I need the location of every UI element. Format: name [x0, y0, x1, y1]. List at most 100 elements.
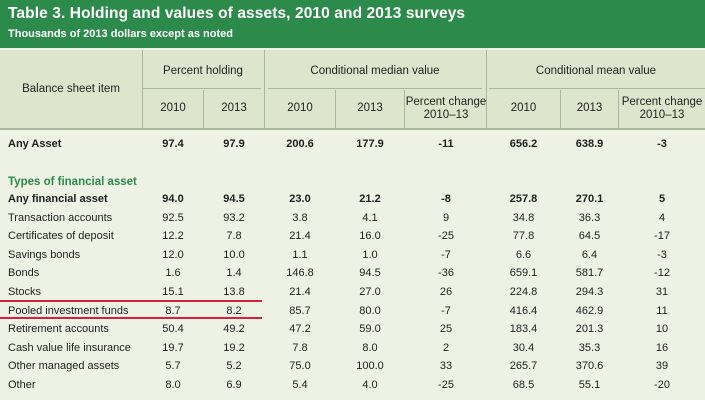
table-row-1-holding-2010: 92.5 — [162, 212, 184, 224]
group-rule-median — [268, 88, 482, 89]
group-rule-holding — [143, 88, 261, 89]
table-row-7-mean-pct-change: 10 — [655, 323, 669, 335]
table-row-8-median-2010: 7.8 — [292, 342, 308, 354]
table-row-7-label: Retirement accounts — [8, 323, 109, 335]
table-row-9-median-pct-change: 33 — [439, 360, 453, 372]
table-row-1-holding-2013: 93.2 — [223, 212, 245, 224]
table-row-1-median-2013: 4.1 — [362, 212, 378, 224]
table-subtitle: Thousands of 2013 dollars except as note… — [8, 28, 233, 40]
table-row-6-median-2013: 80.0 — [359, 305, 381, 317]
table-row-10-label: Other — [8, 379, 36, 391]
row-any-asset-holding-2010: 97.4 — [162, 138, 184, 150]
table-row-3-median-pct-change: -7 — [441, 249, 451, 261]
table-row-4-holding-2010: 1.6 — [165, 267, 181, 279]
table-row-3-median-2013: 1.0 — [362, 249, 378, 261]
table-row-3-holding-2013: 10.0 — [223, 249, 245, 261]
header-holding-2013: 2013 — [221, 102, 247, 114]
table-row-6-mean-pct-change: 11 — [656, 305, 668, 317]
table-row-9-median-2010: 75.0 — [289, 360, 311, 372]
header-median-2013: 2013 — [357, 102, 383, 114]
table-row-0-holding-2013: 94.5 — [223, 193, 245, 205]
col-divider-median-2 — [404, 90, 405, 128]
table-row-10-mean-pct-change: -20 — [654, 379, 670, 391]
row-any-asset-label: Any Asset — [8, 138, 62, 150]
table-row-8-holding-2013: 19.2 — [223, 342, 245, 354]
table-row-1-median-2010: 3.8 — [292, 212, 308, 224]
table-row-8-holding-2010: 19.7 — [162, 342, 184, 354]
table-row-10-mean-2013: 55.1 — [578, 379, 601, 391]
table-row-5-mean-2013: 294.3 — [575, 286, 604, 298]
table-row-4-mean-2013: 581.7 — [575, 267, 604, 279]
table-row-9-holding-2013: 5.2 — [226, 360, 242, 372]
row-any-asset-mean-2010: 656.2 — [509, 138, 538, 150]
group-divider-1 — [142, 50, 143, 128]
group-rule-mean — [489, 88, 705, 89]
table-row-6-median-pct-change: -7 — [441, 305, 451, 317]
table-row-2-median-2010: 21.4 — [289, 230, 311, 242]
table-row-10-median-pct-change: -25 — [438, 379, 454, 391]
table-row-7-holding-2013: 49.2 — [223, 323, 245, 335]
header-median-2010: 2010 — [287, 102, 313, 114]
table-row-6-mean-2010: 416.4 — [509, 305, 538, 317]
table-row-2-median-2013: 16.0 — [359, 230, 381, 242]
header-percent-holding: Percent holding — [163, 65, 243, 77]
group-divider-3 — [486, 50, 487, 128]
table-row-6-label: Pooled investment funds — [8, 305, 129, 317]
table-title: Table 3. Holding and values of assets, 2… — [8, 5, 466, 22]
col-divider-mean-2 — [618, 90, 619, 128]
col-divider-median-1 — [335, 90, 336, 128]
col-divider-holding — [203, 90, 204, 128]
table-row-2-mean-pct-change: -17 — [654, 230, 670, 242]
row-any-asset-mean-pct-change: -3 — [657, 138, 667, 150]
table-row-8-median-2013: 8.0 — [362, 342, 378, 354]
table-row-0-mean-2010: 257.8 — [509, 193, 538, 205]
row-any-asset-median-2010: 200.6 — [286, 138, 314, 150]
table-row-0-mean-2013: 270.1 — [575, 193, 604, 205]
header-mean-2013: 2013 — [576, 102, 603, 114]
table-row-9-mean-2010: 265.7 — [509, 360, 538, 372]
table-row-3-mean-2013: 6.4 — [581, 249, 598, 261]
section-title: Types of financial asset — [8, 176, 137, 188]
header-median-pct-change-1: Percent change — [405, 96, 487, 108]
table-row-0-mean-pct-change: 5 — [658, 193, 666, 205]
group-divider-2 — [264, 50, 265, 128]
table-row-9-median-2013: 100.0 — [356, 360, 384, 372]
table-row-5-median-pct-change: 26 — [439, 286, 453, 298]
table-row-7-median-2010: 47.2 — [289, 323, 311, 335]
table-row-6-mean-2013: 462.9 — [575, 305, 604, 317]
table-row-10-holding-2013: 6.9 — [226, 379, 242, 391]
table-banner: Table 3. Holding and values of assets, 2… — [0, 0, 705, 48]
table-row-0-median-2010: 23.0 — [289, 193, 311, 205]
table-row-0-label: Any financial asset — [8, 193, 108, 205]
table-row-5-label: Stocks — [8, 286, 42, 298]
table-row-1-mean-pct-change: 4 — [658, 212, 666, 224]
header-median-value: Conditional median value — [310, 65, 440, 77]
table-row-6-median-2010: 85.7 — [289, 305, 311, 317]
table-row-2-holding-2013: 7.8 — [226, 230, 242, 242]
table-row-5-median-2013: 27.0 — [359, 286, 381, 298]
row-any-asset-median-pct-change: -11 — [438, 138, 454, 150]
table-row-9-mean-2013: 370.6 — [575, 360, 604, 372]
table-row-5-mean-2010: 224.8 — [509, 286, 538, 298]
table-row-7-median-2013: 59.0 — [359, 323, 381, 335]
header-balance-sheet-item: Balance sheet item — [22, 83, 120, 95]
table-row-6-holding-2013: 8.2 — [226, 305, 242, 317]
table-row-7-mean-2010: 183.4 — [509, 323, 538, 335]
table-row-1-median-pct-change: 9 — [442, 212, 450, 224]
header-bottom-rule — [0, 128, 705, 130]
table-row-2-mean-2013: 64.5 — [578, 230, 601, 242]
header-median-pct-change-2: 2010–13 — [423, 109, 469, 121]
table-row-10-median-2010: 5.4 — [292, 379, 308, 391]
table-row-7-mean-2013: 201.3 — [575, 323, 604, 335]
table-row-10-median-2013: 4.0 — [362, 379, 378, 391]
table-row-4-median-2013: 94.5 — [359, 267, 381, 279]
table-row-8-mean-2013: 35.3 — [578, 342, 601, 354]
table-row-2-median-pct-change: -25 — [438, 230, 454, 242]
table-row-3-holding-2010: 12.0 — [162, 249, 184, 261]
table-row-4-holding-2013: 1.4 — [226, 267, 242, 279]
table-row-3-mean-2010: 6.6 — [515, 249, 532, 261]
table-row-3-mean-pct-change: -3 — [657, 249, 667, 261]
table-row-4-label: Bonds — [8, 267, 40, 279]
table-row-5-median-2010: 21.4 — [289, 286, 311, 298]
table-row-1-label: Transaction accounts — [8, 212, 113, 224]
